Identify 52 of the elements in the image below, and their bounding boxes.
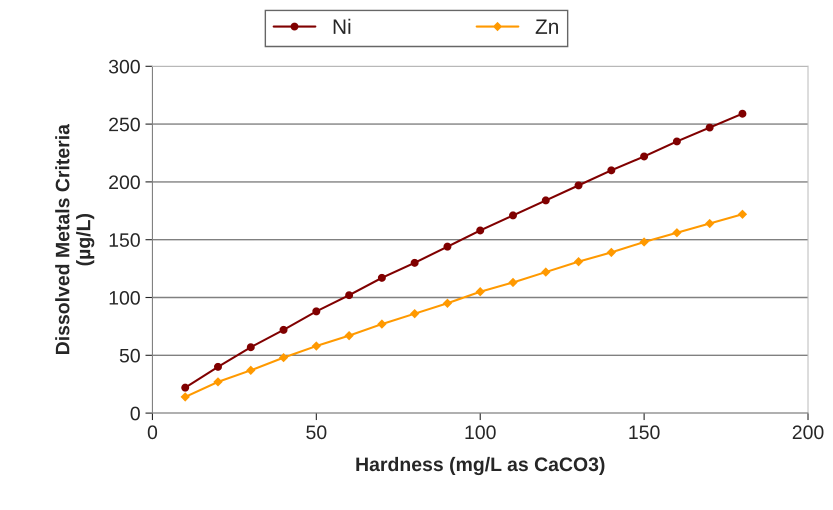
y-tick-label: 200: [109, 175, 140, 190]
point: [640, 152, 648, 160]
y-tick-label: 50: [120, 348, 140, 363]
point: [476, 226, 484, 234]
y-axis-title: Dissolved Metals Criteria (µg/L): [55, 124, 94, 354]
x-tick-label: 0: [148, 425, 158, 440]
point: [246, 343, 255, 352]
point: [672, 228, 682, 238]
point: [738, 110, 746, 118]
point: [442, 298, 452, 308]
point: [378, 274, 386, 282]
point: [738, 210, 747, 219]
x-tick-label: 100: [465, 425, 496, 440]
point: [443, 242, 452, 251]
point: [607, 166, 616, 174]
point: [214, 362, 222, 371]
point: [476, 287, 485, 296]
y-tick-label: 150: [110, 233, 140, 247]
point: [541, 268, 550, 277]
point: [640, 238, 649, 246]
point: [706, 124, 714, 132]
point: [377, 320, 386, 329]
legend-label: Zn: [536, 20, 558, 34]
point: [574, 257, 584, 266]
point: [246, 366, 256, 375]
point: [344, 331, 354, 340]
y-tick-label: 100: [110, 290, 140, 305]
point: [606, 248, 616, 257]
y-tick-label: 250: [109, 118, 140, 132]
point: [509, 211, 517, 220]
point: [410, 309, 420, 318]
point: [542, 196, 550, 204]
point: [181, 384, 190, 392]
point: [345, 291, 354, 300]
x-tick-label: 50: [306, 425, 326, 440]
legend-label: Ni: [334, 18, 350, 34]
point: [705, 219, 714, 228]
point: [672, 137, 681, 146]
x-tick-label: 150: [629, 425, 660, 440]
point: [508, 278, 518, 287]
point: [312, 307, 320, 316]
point: [279, 353, 288, 362]
point: [574, 181, 583, 190]
point: [312, 342, 321, 350]
y-tick-label: 0: [130, 406, 140, 420]
x-axis-title: Hardness (mg/L as CaCO3): [356, 456, 604, 476]
point: [410, 258, 419, 267]
x-tick-label: 200: [792, 425, 824, 440]
y-tick-label: 300: [108, 60, 140, 74]
point: [180, 392, 190, 402]
point: [214, 377, 222, 386]
point: [280, 326, 288, 334]
